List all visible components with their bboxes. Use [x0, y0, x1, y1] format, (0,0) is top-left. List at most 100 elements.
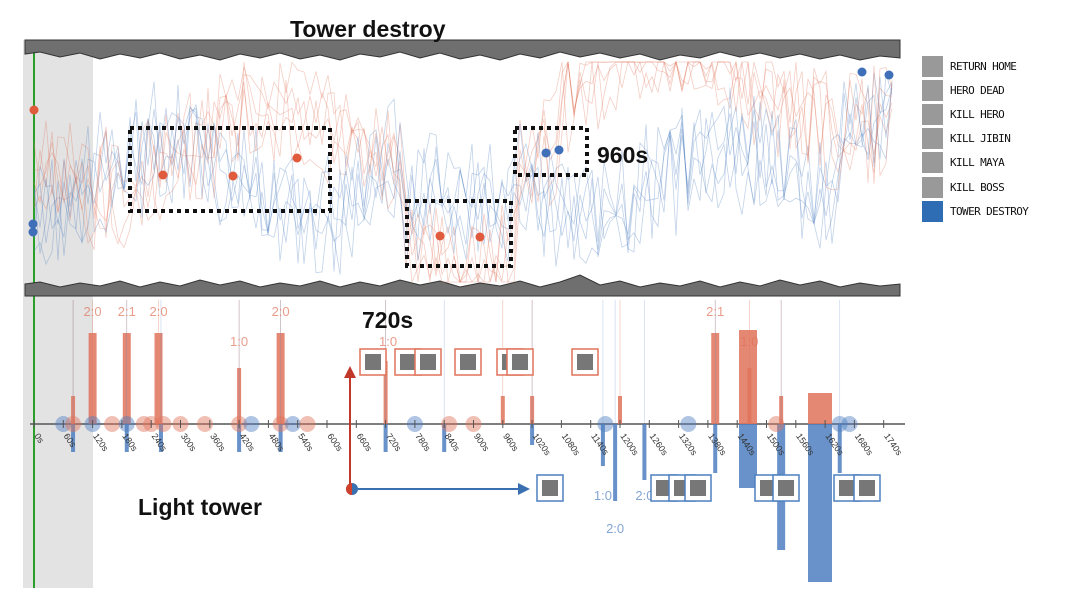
timeline-circle [135, 416, 152, 432]
blue-event-point [884, 70, 894, 80]
red-bar [71, 396, 76, 424]
red-event-point [292, 153, 302, 163]
annotation-light-tower: Light tower [138, 494, 262, 520]
x-tick-label: 360s [208, 431, 228, 453]
blue-bar [158, 424, 163, 452]
score-label-red: 2:0 [84, 304, 102, 319]
tower-glyph [460, 354, 476, 370]
score-label-red: 1:0 [379, 334, 397, 349]
score-label-red: 2:1 [706, 304, 724, 319]
red-bar [383, 361, 388, 424]
tower-glyph [365, 354, 381, 370]
red-bar [122, 333, 131, 424]
blue-event-point [28, 219, 38, 229]
legend-swatch [922, 128, 943, 150]
score-label-red: 2:0 [149, 304, 167, 319]
red-bar [500, 396, 505, 424]
chart-title: Tower destroy [290, 16, 446, 42]
bars [55, 300, 858, 582]
legend-item[interactable]: KILL BOSS [922, 175, 1028, 199]
tower-glyph [656, 480, 672, 496]
score-label-blue: 2:0 [606, 521, 624, 536]
blue-bar [124, 424, 129, 452]
x-tick-label: 1200s [618, 431, 641, 457]
highlight-boxes [128, 126, 589, 268]
score-label-red: 2:0 [272, 304, 290, 319]
top-band [24, 39, 901, 61]
x-tick-label: 300s [179, 431, 199, 453]
legend-swatch [922, 152, 943, 174]
legend-swatch [922, 103, 943, 125]
legend-swatch [922, 79, 943, 101]
red-trend-line [33, 60, 893, 284]
blue-tower-icon [853, 474, 881, 502]
red-tower-icon [506, 348, 534, 376]
x-tick-label: 540s [296, 431, 316, 453]
blue-bar [442, 424, 447, 452]
timeline-circle [768, 416, 785, 432]
red-trend-line [33, 60, 893, 283]
bottom-band [24, 274, 901, 297]
legend-item[interactable]: HERO DEAD [922, 78, 1028, 102]
blue-trend-line [33, 82, 893, 257]
tower-glyph [420, 354, 436, 370]
tower-glyph [839, 480, 855, 496]
timeline-circle [299, 416, 316, 432]
tower-glyph [760, 480, 776, 496]
timeline-circle [831, 416, 848, 432]
blue-trend-line [33, 73, 893, 275]
blue-bar [600, 424, 605, 466]
legend-label: TOWER DESTROY [950, 204, 1029, 218]
legend-item[interactable]: TOWER DESTROY [922, 199, 1029, 223]
legend-item[interactable]: RETURN HOME [922, 54, 1028, 78]
legend-label: RETURN HOME [950, 59, 1017, 73]
timeline-circle [597, 416, 614, 432]
x-tick-label: 1140s [589, 431, 611, 457]
blue-event-point [857, 67, 867, 77]
x-tick-label: 900s [472, 431, 492, 453]
blue-bar [613, 424, 618, 501]
tower-glyph [690, 480, 706, 496]
timeline-circle [272, 416, 289, 432]
blue-bar [530, 424, 535, 445]
red-event-point [435, 231, 445, 241]
red-bar [530, 396, 535, 424]
blue-event-point [554, 145, 564, 155]
tower-glyph [859, 480, 875, 496]
tower-glyph [512, 354, 528, 370]
legend-item[interactable]: KILL MAYA [922, 151, 1028, 175]
red-event-point [158, 170, 168, 180]
trend-lines [33, 60, 893, 284]
event-points [28, 67, 894, 242]
score-label-blue: 2:0 [635, 488, 653, 503]
x-tick-label: 1380s [706, 431, 729, 457]
blue-bar [808, 424, 832, 582]
x-tick-label: 240s [150, 431, 170, 453]
blue-trend-line [33, 76, 893, 264]
highlight-box [128, 126, 332, 213]
legend-item[interactable]: KILL JIBIN [922, 127, 1028, 151]
timeline-circle [441, 416, 458, 432]
timeline-circle [284, 416, 301, 432]
annotation-960s: 960s [597, 142, 649, 168]
timeline-circle [680, 416, 697, 432]
legend-label: KILL BOSS [950, 180, 1005, 194]
light-tower-origin-half [346, 483, 352, 495]
timeline-circle [65, 416, 82, 432]
red-trend-line [33, 61, 893, 284]
red-bar [154, 333, 163, 424]
red-bar [808, 393, 832, 424]
blue-bar [713, 424, 718, 473]
red-arrow-head [344, 366, 356, 378]
legend-item[interactable]: KILL HERO [922, 102, 1028, 126]
red-event-point [29, 105, 39, 115]
highlight-box [513, 126, 589, 177]
tower-glyph [778, 480, 794, 496]
blue-bar [237, 424, 242, 452]
red-event-point [475, 232, 485, 242]
tower-glyph [542, 480, 558, 496]
x-tick-label: 120s [91, 431, 111, 453]
blue-event-point [28, 227, 38, 237]
x-tick-label: 480s [267, 431, 287, 453]
legend-label: HERO DEAD [950, 83, 1005, 97]
